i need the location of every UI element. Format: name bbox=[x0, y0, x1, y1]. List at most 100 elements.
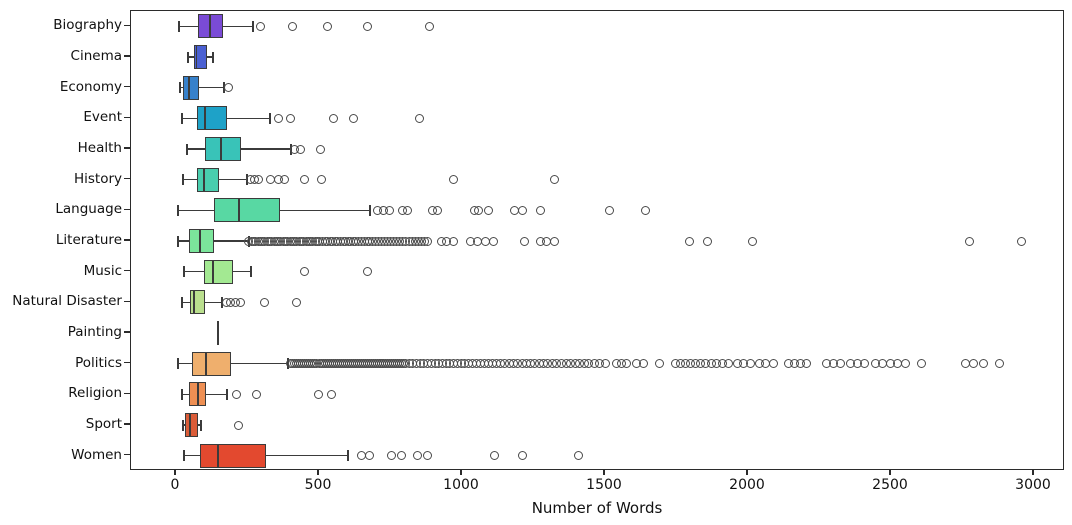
outlier-point bbox=[415, 113, 425, 123]
box-median-line bbox=[197, 382, 199, 407]
y-tick-mark bbox=[124, 300, 130, 303]
box-iqr bbox=[182, 75, 199, 100]
whisker-line-high bbox=[206, 56, 213, 58]
y-tick-label: Event bbox=[83, 109, 122, 126]
y-tick-mark bbox=[124, 392, 130, 395]
outlier-point bbox=[474, 205, 484, 215]
y-tick-mark bbox=[124, 177, 130, 180]
box-median-line bbox=[193, 290, 195, 315]
whisker-line-low bbox=[182, 424, 185, 426]
x-tick-label: 2500 bbox=[872, 477, 908, 493]
whisker-line-high bbox=[206, 393, 227, 396]
whisker-cap-low bbox=[178, 20, 180, 32]
x-tick-label: 0 bbox=[170, 477, 180, 493]
box-median-line bbox=[203, 167, 205, 192]
whisker-line-low bbox=[178, 362, 192, 365]
outlier-point bbox=[316, 175, 326, 185]
outlier-point bbox=[425, 21, 435, 31]
whisker-line-high bbox=[226, 117, 271, 120]
outlier-point bbox=[274, 113, 284, 123]
y-tick-label: Cinema bbox=[70, 48, 122, 64]
outlier-point bbox=[640, 205, 650, 215]
box-iqr bbox=[196, 106, 227, 131]
box-median-line bbox=[212, 259, 214, 284]
whisker-cap-low bbox=[179, 82, 181, 94]
outlier-point bbox=[969, 359, 979, 369]
outlier-point bbox=[978, 359, 988, 369]
box-iqr bbox=[204, 137, 241, 161]
y-tick-label: Biography bbox=[53, 17, 122, 34]
whisker-cap-low bbox=[183, 450, 185, 462]
box-median-line bbox=[238, 198, 240, 223]
whisker-line-low bbox=[188, 56, 195, 58]
whisker-line-low bbox=[182, 301, 190, 304]
y-tick-label: Sport bbox=[85, 416, 122, 432]
whisker-cap-high bbox=[369, 204, 371, 216]
x-tick-label: 1500 bbox=[586, 477, 622, 493]
outlier-point bbox=[916, 359, 926, 369]
y-tick-label: Painting bbox=[67, 324, 122, 340]
outlier-point bbox=[747, 236, 757, 246]
y-tick-mark bbox=[124, 24, 130, 27]
box-median-line bbox=[209, 14, 211, 39]
box-median-line bbox=[220, 137, 222, 161]
y-tick-mark bbox=[124, 269, 130, 272]
outlier-point bbox=[288, 21, 298, 31]
outlier-point bbox=[549, 236, 559, 246]
outlier-point bbox=[638, 359, 648, 369]
outlier-point bbox=[702, 236, 712, 246]
outlier-point bbox=[232, 389, 242, 399]
outlier-point bbox=[1016, 236, 1026, 246]
outlier-point bbox=[384, 205, 394, 215]
x-axis-title: Number of Words bbox=[531, 499, 663, 517]
x-tick-mark bbox=[603, 470, 605, 475]
x-tick-label: 500 bbox=[304, 477, 332, 493]
outlier-point bbox=[363, 267, 373, 277]
y-tick-label: Women bbox=[71, 446, 122, 463]
x-tick-mark bbox=[174, 470, 176, 475]
y-tick-label: Religion bbox=[68, 385, 122, 402]
whisker-line-high bbox=[222, 25, 253, 28]
outlier-point bbox=[292, 297, 302, 307]
whisker-line-low bbox=[182, 117, 197, 120]
outlier-point bbox=[254, 175, 264, 185]
x-tick-mark bbox=[746, 470, 748, 475]
y-tick-mark bbox=[124, 85, 130, 88]
outlier-point bbox=[233, 420, 243, 430]
outlier-point bbox=[655, 359, 665, 369]
outlier-point bbox=[280, 175, 290, 185]
box-median-line bbox=[189, 413, 191, 437]
box-median-line bbox=[195, 45, 198, 69]
outlier-point bbox=[413, 451, 423, 461]
outlier-point bbox=[313, 389, 323, 399]
outlier-point bbox=[900, 359, 910, 369]
whisker-cap-low bbox=[177, 204, 179, 216]
outlier-point bbox=[236, 297, 246, 307]
outlier-point bbox=[769, 359, 779, 369]
whisker-line-low bbox=[184, 270, 205, 273]
outlier-point bbox=[518, 451, 528, 461]
outlier-point bbox=[965, 236, 975, 246]
whisker-line-low bbox=[184, 454, 201, 457]
whisker-cap-low bbox=[181, 296, 183, 308]
whisker-cap-low bbox=[181, 388, 183, 400]
outlier-point bbox=[600, 359, 610, 369]
outlier-point bbox=[488, 236, 498, 246]
outlier-point bbox=[348, 113, 358, 123]
outlier-point bbox=[285, 113, 295, 123]
y-tick-mark bbox=[124, 116, 130, 119]
y-tick-label: Natural Disaster bbox=[12, 293, 122, 310]
box-median-line bbox=[204, 106, 206, 131]
whisker-cap-high bbox=[212, 51, 214, 63]
whisker-cap-high bbox=[269, 112, 271, 124]
outlier-point bbox=[364, 451, 374, 461]
whisker-line-high bbox=[230, 362, 289, 365]
outlier-point bbox=[835, 359, 845, 369]
whisker-line-low bbox=[180, 86, 183, 89]
y-tick-mark bbox=[124, 208, 130, 211]
outlier-point bbox=[518, 205, 528, 215]
outlier-point bbox=[723, 359, 733, 369]
y-tick-label: Politics bbox=[75, 354, 122, 371]
outlier-point bbox=[255, 21, 265, 31]
